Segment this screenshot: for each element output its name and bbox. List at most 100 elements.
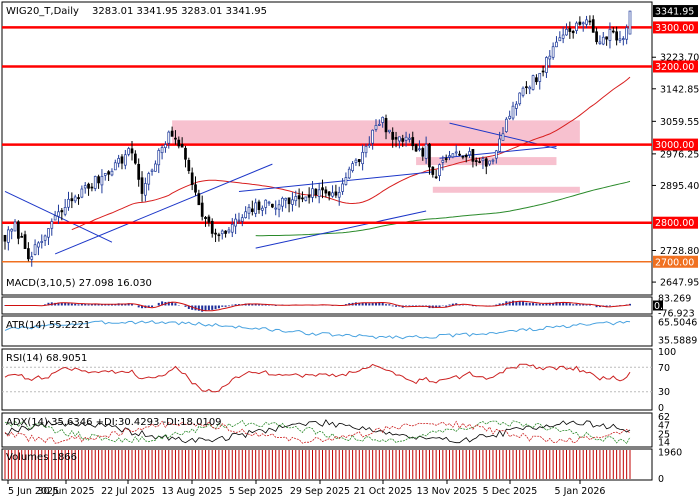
candle-body [528, 86, 532, 90]
macd-bar [518, 301, 521, 306]
macd-bar [47, 302, 50, 306]
candle-body [408, 137, 411, 140]
macd-bar [525, 302, 528, 306]
candle-body [281, 197, 284, 207]
volume-panel-frame [1, 448, 653, 481]
candle-body [628, 10, 632, 35]
macd-bar [378, 302, 381, 306]
candle-body [284, 198, 288, 201]
macd-bar [542, 304, 545, 306]
trendline-2 [238, 171, 433, 192]
macd-bar [90, 304, 93, 306]
candle-body [575, 22, 578, 31]
candle-body [80, 188, 84, 198]
candle-body [595, 31, 598, 43]
candle-body [264, 199, 268, 208]
macd-bar [151, 305, 154, 308]
macd-bar [224, 305, 227, 307]
adx-lines [4, 419, 631, 445]
candle-body [274, 207, 278, 210]
macd-bar [107, 304, 110, 306]
candle-body [621, 38, 625, 40]
macd-bar [588, 304, 591, 306]
candle-body [404, 136, 408, 141]
candle-body [307, 194, 311, 198]
candle-body [441, 160, 445, 163]
candle-body [6, 229, 10, 243]
macd-bar [451, 303, 454, 306]
macd-bar [217, 305, 220, 309]
macd-bar [97, 304, 100, 306]
candle-body [454, 151, 458, 154]
candle-body [551, 46, 555, 58]
candle-body [371, 129, 374, 144]
macd-panel: MACD(3,10,5) 27.098 16.030 [1, 278, 653, 315]
time-tick-label: 13 Nov 2025 [417, 486, 478, 497]
candle-body [110, 170, 114, 176]
candle-body [608, 28, 612, 41]
candle-body [484, 158, 488, 167]
macd-bar [391, 305, 394, 307]
macd-bar [562, 302, 565, 306]
macd-bar [187, 305, 190, 309]
candle-body [67, 198, 70, 208]
atr-label: ATR(14) 55.2221 [6, 320, 90, 331]
candle-body [391, 131, 395, 140]
macd-bar [395, 305, 398, 307]
macd-bar [80, 303, 83, 306]
trendline-3 [255, 210, 427, 249]
macd-bar [197, 305, 200, 311]
macd-bar [364, 302, 367, 306]
candle-body [611, 30, 615, 33]
candle-body [220, 230, 224, 235]
macd-bar [555, 301, 558, 306]
candle-body [123, 154, 127, 166]
time-tick-label: 13 Aug 2025 [162, 486, 223, 497]
candle-body [77, 197, 80, 200]
time-tick-label: 30 Jun 2025 [37, 486, 94, 497]
volume-label: Volumes 1866 [6, 452, 77, 463]
candle-body [113, 162, 117, 171]
candle-body [578, 21, 582, 25]
candle-body [525, 86, 528, 89]
indicator-tick-label: 30 [658, 387, 670, 398]
macd-bar [411, 305, 414, 307]
indicator-tick-label: 1960 [658, 448, 682, 459]
macd-bar [104, 304, 107, 306]
candle-body [605, 36, 608, 40]
macd-bar [127, 303, 130, 306]
macd-bar [545, 302, 548, 306]
candle-body [448, 155, 451, 158]
candle-body [331, 192, 334, 197]
macd-bar [448, 304, 451, 306]
price-panel-frame [1, 1, 653, 296]
candle-body [271, 203, 274, 208]
macd-bar [568, 303, 571, 306]
macd-bar [171, 302, 174, 306]
candle-body [615, 31, 618, 41]
candle-body [398, 136, 401, 142]
price-tag-bg [653, 5, 698, 18]
candle-body [401, 138, 405, 142]
indicator-tick-label: 0 [658, 474, 664, 485]
price-tag-bg [653, 255, 698, 268]
candle-body [444, 158, 448, 160]
candle-body [291, 199, 294, 205]
macd-bar [207, 305, 210, 311]
indicator-tick-label: 70 [658, 363, 670, 374]
price-tag-label: 2800.00 [655, 218, 694, 229]
candle-body [20, 236, 24, 238]
macd-bar [147, 305, 150, 308]
indicator-tick-label: 35.5889 [658, 336, 697, 347]
atr-panel: ATR(14) 55.2221 [1, 315, 653, 347]
adx-series-line [4, 419, 631, 445]
candle-body [511, 105, 515, 119]
candle-body [588, 20, 592, 23]
candle-body [247, 206, 251, 214]
indicator-tick-label: 47 [658, 420, 670, 431]
candle-body [170, 130, 174, 137]
candle-body [565, 28, 568, 36]
candle-body [157, 150, 161, 166]
indicator-tick-label: 83.269 [658, 293, 691, 304]
